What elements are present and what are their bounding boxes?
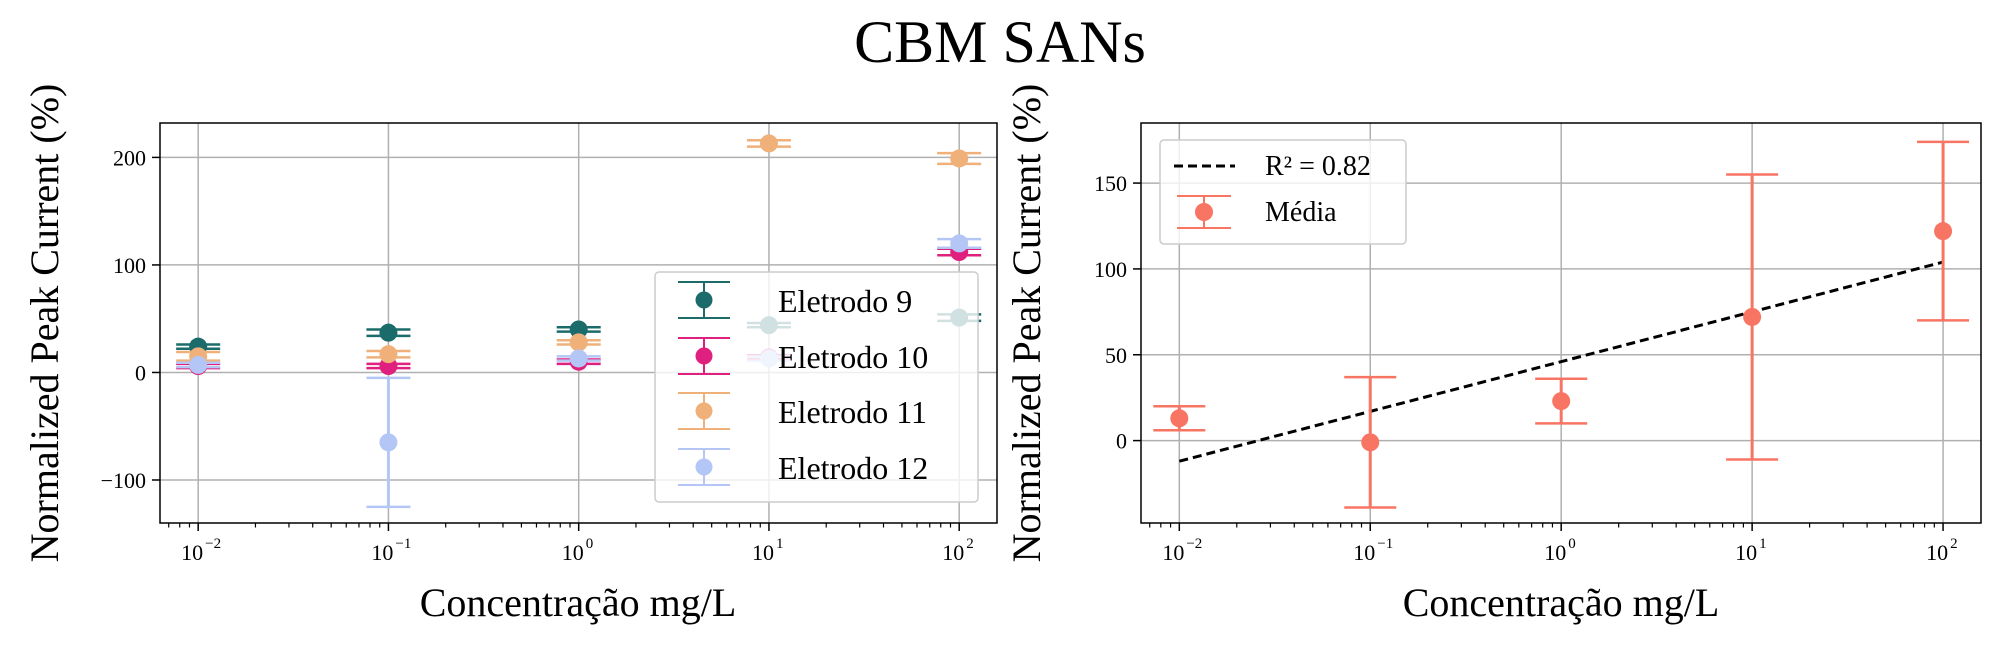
data-point-eletrodo-12	[937, 234, 982, 253]
left-x-tick-label: 10	[752, 540, 774, 565]
left-x-tick-exponent: 1	[776, 536, 784, 552]
marker	[379, 323, 398, 342]
left-y-tick-label: 200	[113, 145, 146, 170]
data-point-eletrodo-12	[176, 355, 221, 374]
right-x-tick-label: 10	[1162, 540, 1184, 565]
right-legend: R² = 0.82 Média	[1159, 139, 1407, 245]
data-point-eletrodo-9	[366, 323, 411, 342]
left-y-tick-label: 100	[113, 253, 146, 278]
right-x-tick-exponent: 1	[1759, 536, 1767, 552]
data-point-m-dia	[1535, 377, 1588, 425]
right-y-tick-label: 50	[1105, 343, 1127, 368]
right-x-axis-label: Concentração mg/L	[1403, 580, 1720, 625]
left-x-tick-exponent: 0	[586, 536, 594, 552]
left-x-tick-label: 10	[371, 540, 393, 565]
left-y-axis-label: Normalized Peak Current (%)	[22, 84, 67, 563]
marker	[569, 349, 588, 368]
data-point-m-dia	[1726, 173, 1779, 461]
legend-item-eletrodo-11: Eletrodo 11	[678, 392, 927, 430]
right-x-tick-label: 10	[1544, 540, 1566, 565]
right-y-tick-label: 0	[1116, 429, 1127, 454]
legend-item-media: Média	[1177, 195, 1337, 229]
right-x-tick-label: 10	[1735, 540, 1757, 565]
marker	[1552, 392, 1571, 411]
left-legend: Eletrodo 9 Eletrodo 10 Eletrodo 11	[654, 271, 979, 503]
legend-item-eletrodo-12: Eletrodo 12	[678, 448, 928, 486]
right-x-tick-exponent: −2	[1186, 536, 1202, 552]
left-x-tick-label: 10	[181, 540, 203, 565]
left-x-tick-exponent: −2	[205, 536, 221, 552]
right-y-axis-label: Normalized Peak Current (%)	[1004, 84, 1049, 563]
legend-label-r-squared: R² = 0.82	[1265, 151, 1371, 182]
marker	[189, 355, 208, 374]
left-y-tick-label: 0	[135, 360, 146, 385]
data-point-eletrodo-11	[746, 134, 791, 153]
marker	[1743, 307, 1762, 326]
data-point-eletrodo-11	[366, 345, 411, 364]
legend-label-eletrodo-9: Eletrodo 9	[778, 283, 912, 319]
right-x-tick-label: 10	[1926, 540, 1948, 565]
left-x-tick-exponent: 2	[966, 536, 974, 552]
data-point-eletrodo-9	[556, 320, 601, 339]
data-point-eletrodo-11	[937, 149, 982, 168]
left-x-tick-label: 10	[942, 540, 964, 565]
marker	[759, 134, 778, 153]
marker	[569, 333, 588, 352]
fit-line	[1178, 260, 1944, 463]
legend-item-eletrodo-9: Eletrodo 9	[678, 281, 912, 319]
marker	[379, 345, 398, 364]
right-x-tick-exponent: 2	[1950, 536, 1958, 552]
legend-label-eletrodo-12: Eletrodo 12	[778, 450, 928, 486]
marker	[379, 433, 398, 452]
right-marks	[1153, 140, 1970, 509]
marker	[1170, 409, 1189, 428]
left-x-tick-exponent: −1	[395, 536, 411, 552]
data-point-m-dia	[1344, 375, 1397, 509]
left-y-tick-label: −100	[101, 468, 146, 493]
marker	[569, 320, 588, 339]
left-legend-box	[654, 271, 979, 503]
legend-label-eletrodo-10: Eletrodo 10	[778, 339, 928, 375]
marker	[950, 149, 969, 168]
marker	[1361, 433, 1380, 452]
figure-title: CBM SANs	[854, 9, 1146, 75]
right-y-tick-label: 150	[1094, 171, 1127, 196]
data-point-m-dia	[1917, 140, 1970, 322]
left-x-axis-label: Concentração mg/L	[420, 580, 737, 625]
marker	[950, 234, 969, 253]
data-point-eletrodo-12	[556, 349, 601, 368]
legend-item-eletrodo-10: Eletrodo 10	[678, 337, 928, 375]
legend-label-media: Média	[1265, 197, 1337, 228]
data-point-eletrodo-12	[366, 376, 411, 509]
right-x-tick-label: 10	[1353, 540, 1375, 565]
data-point-eletrodo-11	[556, 333, 601, 352]
right-x-tick-exponent: 0	[1568, 536, 1576, 552]
right-x-tick-exponent: −1	[1377, 536, 1393, 552]
legend-label-eletrodo-11: Eletrodo 11	[778, 394, 927, 430]
right-y-tick-label: 100	[1094, 257, 1127, 282]
legend-item-fit-line: R² = 0.82	[1174, 151, 1371, 182]
left-x-tick-label: 10	[562, 540, 584, 565]
data-point-m-dia	[1153, 405, 1206, 432]
marker	[1934, 222, 1953, 241]
